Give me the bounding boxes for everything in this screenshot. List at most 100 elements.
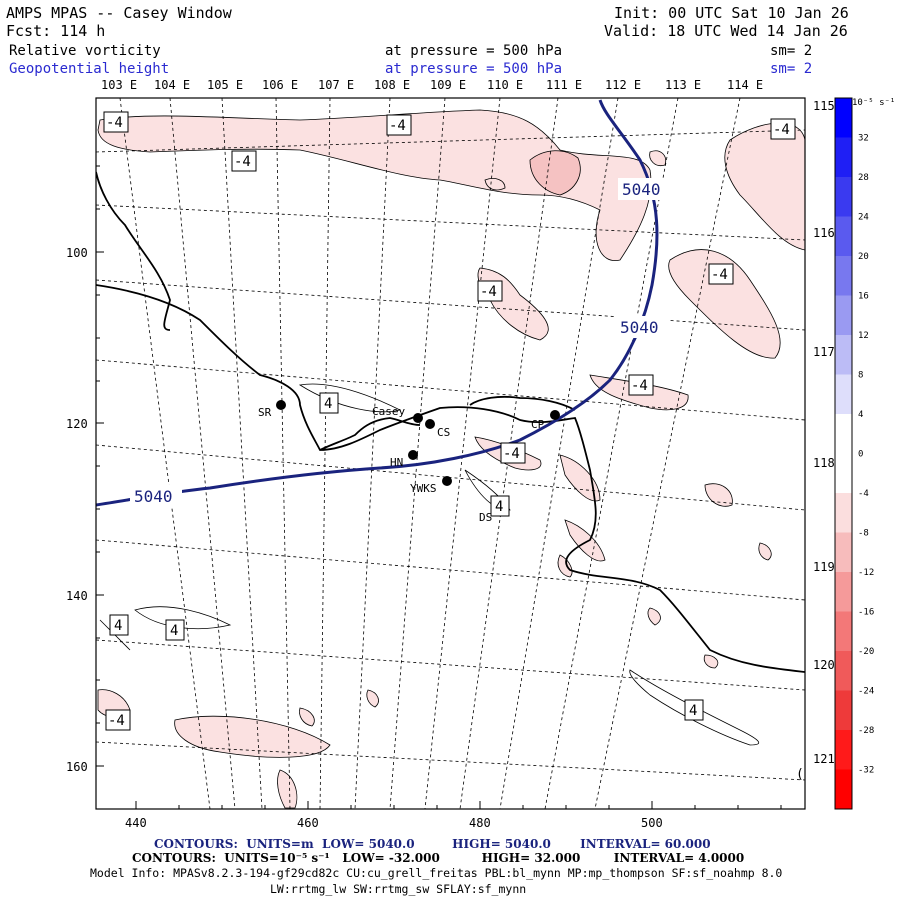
lon-label-103: 103 E [101,78,137,92]
vorticity-core [529,150,581,196]
svg-text:-4: -4 [106,115,123,131]
colorbar-swatch [835,611,852,652]
field1-name: Relative vorticity [9,43,161,59]
colorbar-swatch [835,532,852,573]
lon-label-107: 107 E [318,78,354,92]
footer-vort-units: UNITS=10⁻⁵ s⁻¹ [224,851,330,865]
vort-label-1: -4 [103,111,129,133]
colorbar-frame [834,97,853,810]
vort-label-5: -4 [708,263,734,285]
footer-height-contours: CONTOURS: UNITS=m LOW= 5040.0 HIGH= 5040… [154,837,711,851]
station-label-ds: DS [479,511,492,524]
station-dot-cp [550,410,560,420]
lon-label-114: 114 E [727,78,763,92]
colorbar-swatch [835,690,852,731]
vort-label-7: -4 [628,374,654,396]
colorbar-swatch [835,295,852,336]
colorbar-label: 4 [858,410,863,420]
lon-label-109: 109 E [430,78,466,92]
svg-text:4: 4 [114,618,122,634]
colorbar-unit: 10⁻⁵ s⁻¹ [852,98,895,108]
x-tick-480: 480 [469,816,491,830]
vort-label-12: 4 [165,619,185,641]
bottom-axis-labels: 440 460 480 500 [125,816,663,830]
vorticity-positive-contours [99,383,760,746]
svg-text:-4: -4 [631,378,648,394]
colorbar-swatch [835,493,852,533]
lon-label-106: 106 E [262,78,298,92]
footer-vort-high: HIGH= 32.000 [481,851,581,865]
colorbar-swatch [835,335,852,375]
x-tick-500: 500 [641,816,663,830]
svg-text:4: 4 [495,499,503,515]
footer-height-label: CONTOURS: [154,837,238,851]
station-dot-hn [408,450,418,460]
colorbar-swatch [835,137,852,178]
plot-title: AMPS MPAS -- Casey Window [6,4,232,22]
forecast-hour: Fcst: 114 h [6,22,106,40]
colorbar-label: 16 [858,292,869,302]
bottom-axis-ticks [135,801,782,809]
footer-height-high: HIGH= 5040.0 [452,837,551,851]
x-tick-460: 460 [297,816,319,830]
footer-height-interval: INTERVAL= 60.000 [580,837,711,851]
svg-text:-4: -4 [389,118,406,134]
lon-label-111: 111 E [546,78,582,92]
colorbar-swatch [835,730,852,770]
footer-vort-contours: CONTOURS: UNITS=10⁻⁵ s⁻¹ LOW= -32.000 HI… [132,851,744,865]
colorbar-label: 8 [858,371,863,381]
vort-label-13: 4 [684,699,704,721]
top-longitude-labels: 103 E 104 E 105 E 106 E 107 E 108 E 109 … [101,78,763,92]
footer-vort-interval: INTERVAL= 4.0000 [613,851,745,865]
colorbar-label: 32 [858,134,869,144]
height-label-1: 5040 [134,487,173,506]
init-time: Init: 00 UTC Sat 10 Jan 26 [614,4,849,22]
footer-model-info-2: LW:rrtmg_lw SW:rrtmg_sw SFLAY:sf_mynn [270,882,527,896]
field2-smoothing: sm= 2 [770,61,813,77]
station-labels: SR Casey CS CP HN YWKS DS [258,405,545,524]
colorbar: 32 28 24 20 16 12 8 4 0 -4 -8 -12 -16 -20 -24 -28 -32 [834,97,874,810]
station-dot-casey [413,413,423,423]
left-axis-ticks [96,165,104,767]
height-label-2: 5040 [622,180,661,199]
footer-height-units: UNITS=m [246,837,314,851]
station-label-cp: CP [531,418,545,431]
colorbar-swatch [835,414,852,454]
colorbar-label: -28 [858,726,874,736]
y-tick-100: 100 [66,246,88,260]
vort-label-14: -4 [105,709,131,731]
colorbar-swatch [835,374,852,415]
svg-text:-4: -4 [108,713,125,729]
vort-label-3: -4 [231,150,257,172]
left-axis-labels: 100 120 140 160 [66,246,88,774]
svg-text:-4: -4 [234,154,251,170]
station-label-ywks: YWKS [410,482,437,495]
y-tick-160: 160 [66,760,88,774]
colorbar-label: -8 [858,529,869,539]
corner-mark: ( [796,767,804,782]
colorbar-label: 28 [858,173,869,183]
vorticity-contour-labels: -4 -4 -4 -4 -4 -4 -4 -4 4 4 4 4 4 -4 [103,111,796,731]
vort-label-11: 4 [109,614,129,636]
colorbar-label: 20 [858,252,869,262]
lon-label-112: 112 E [605,78,641,92]
station-label-cs: CS [437,426,450,439]
colorbar-label: -24 [858,687,874,697]
svg-text:-4: -4 [480,284,497,300]
colorbar-label: 24 [858,213,869,223]
station-label-casey: Casey [372,405,405,418]
colorbar-swatch [835,651,852,691]
y-tick-140: 140 [66,589,88,603]
lon-label-105: 105 E [207,78,243,92]
height-label-3: 5040 [620,318,659,337]
lon-label-110: 110 E [487,78,523,92]
height-contour-labels: 5040 5040 5040 [130,178,670,507]
y-tick-120: 120 [66,417,88,431]
station-markers [276,400,560,514]
vort-label-2: -4 [386,114,412,136]
colorbar-label: -16 [858,608,874,618]
colorbar-swatch [835,256,852,296]
lon-label-104: 104 E [154,78,190,92]
station-dot-ywks [442,476,452,486]
